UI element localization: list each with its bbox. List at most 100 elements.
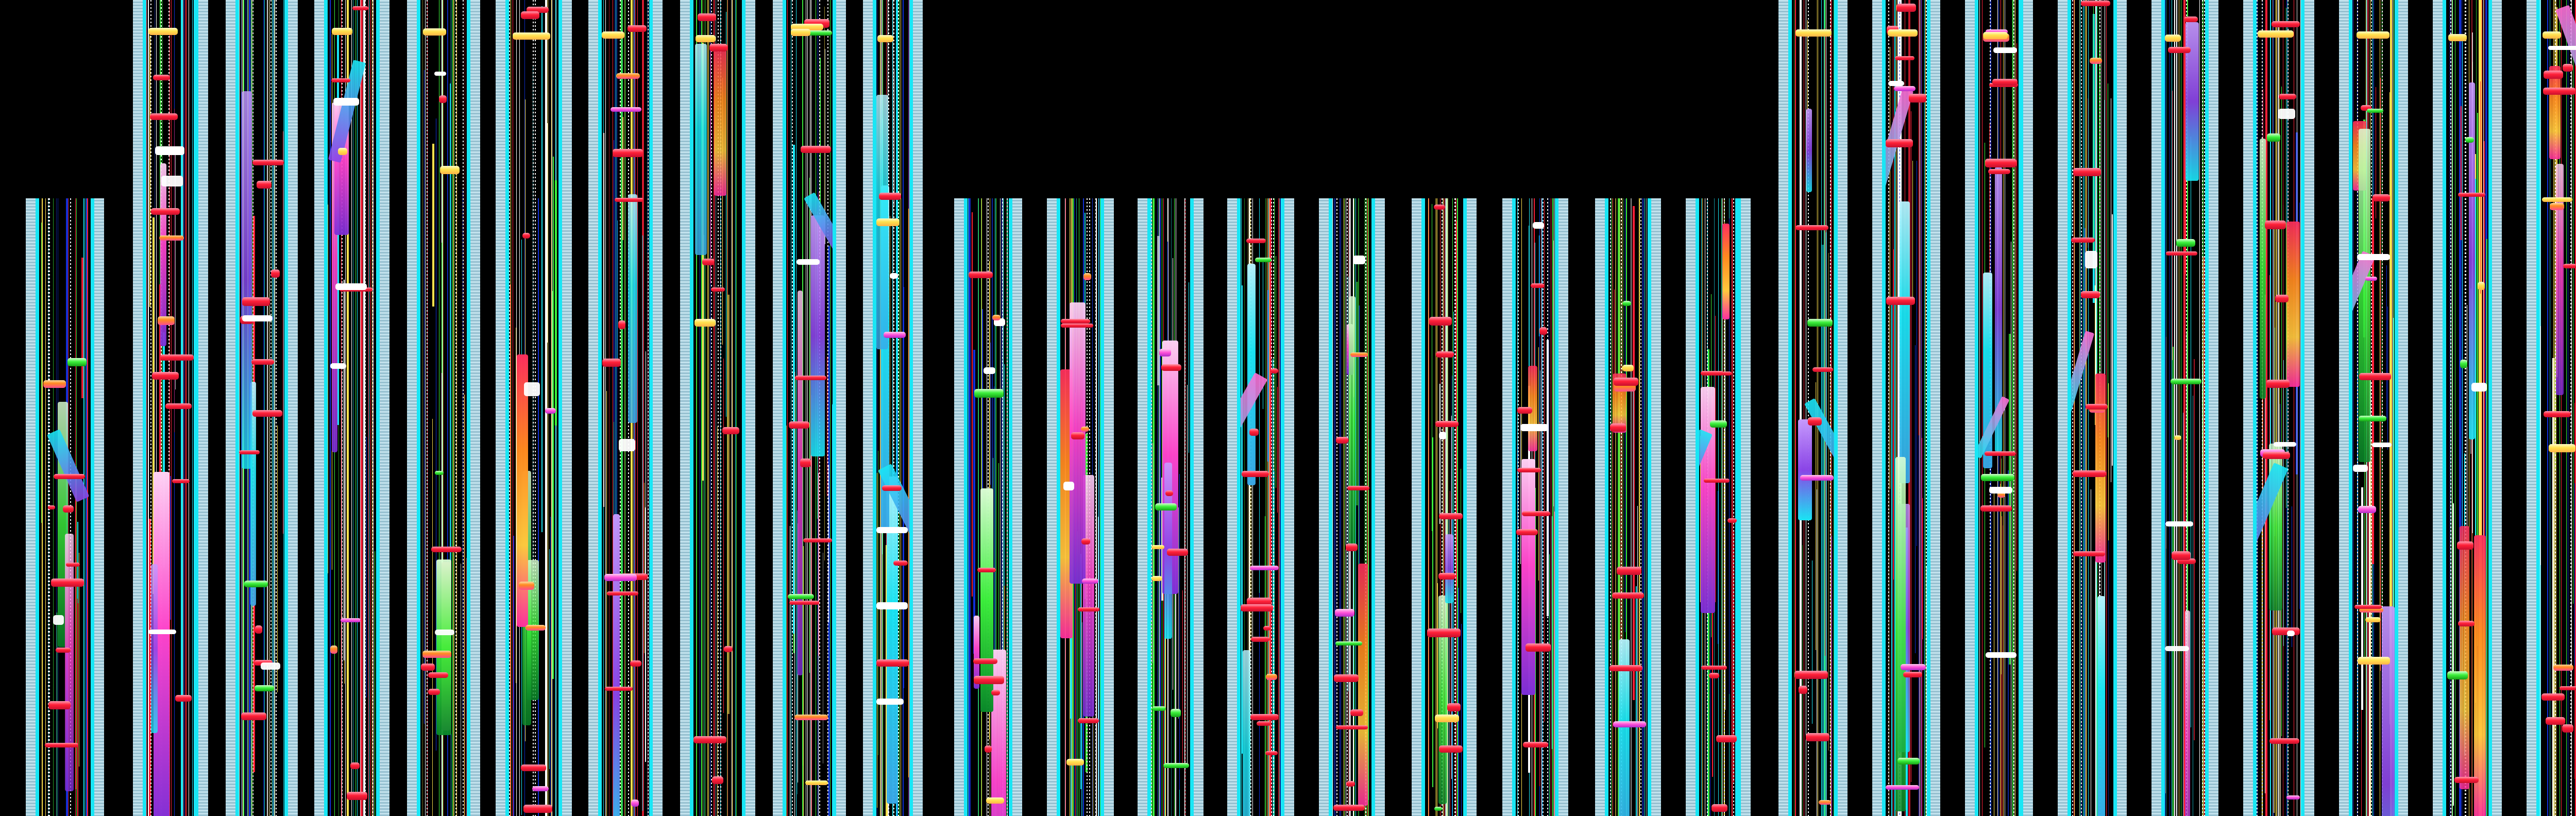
band-17-smear xyxy=(1521,459,1535,695)
band-14 xyxy=(1227,198,1294,816)
band-28-vline xyxy=(2571,0,2572,816)
band-25-smear xyxy=(2260,139,2266,399)
band-02-blob xyxy=(151,208,180,215)
band-08-vline xyxy=(722,78,723,345)
band-13-right-edge xyxy=(1190,198,1204,816)
band-26-blob xyxy=(2353,465,2368,472)
band-26-blob xyxy=(2361,105,2371,111)
band-22-blob xyxy=(1992,79,2018,86)
band-24 xyxy=(2151,0,2218,816)
band-01-core xyxy=(39,198,91,816)
band-02-dashed-guide xyxy=(150,0,151,816)
band-21-vline xyxy=(1894,0,1895,816)
band-10-dashed-guide xyxy=(898,0,899,816)
band-04-vline xyxy=(357,0,358,816)
band-14-vline xyxy=(1269,198,1272,816)
band-07-vline xyxy=(603,133,604,507)
band-02-vline xyxy=(148,0,149,816)
band-03-blob xyxy=(252,160,284,165)
band-27-vline xyxy=(2460,106,2462,240)
band-05-blob xyxy=(440,166,460,174)
band-17-blob xyxy=(1531,283,1545,288)
band-08-header-bar xyxy=(696,35,716,42)
band-03-blob xyxy=(244,581,268,587)
band-11-dashed-guide xyxy=(1007,198,1008,816)
band-16-blob xyxy=(1439,745,1463,753)
band-03-white-block xyxy=(261,662,280,670)
band-15-dashed-guide xyxy=(1336,198,1337,816)
band-05-blob xyxy=(422,651,451,658)
band-01-vline xyxy=(45,198,46,816)
band-04-vline xyxy=(344,280,345,660)
band-20-vline xyxy=(1825,232,1827,816)
band-27-blob xyxy=(2465,137,2474,143)
band-28-blob xyxy=(2563,264,2576,268)
band-03-vline xyxy=(269,0,270,816)
band-21-header-bar xyxy=(1888,29,1918,37)
band-01-smear xyxy=(65,534,74,791)
band-25 xyxy=(2243,0,2314,816)
band-22-blob xyxy=(1980,505,2012,512)
band-16-dashed-guide xyxy=(1455,198,1456,816)
band-02-blob xyxy=(153,75,170,80)
band-09-blob xyxy=(805,780,828,785)
band-19-blob xyxy=(1716,735,1737,742)
band-23-blob xyxy=(2071,237,2095,243)
band-08-right-edge xyxy=(742,0,755,816)
band-09-vline xyxy=(802,0,803,816)
band-28-left-edge xyxy=(2527,0,2540,816)
band-22-vline xyxy=(2001,458,2002,674)
band-27-dashed-guide xyxy=(2465,0,2466,816)
band-21-blob xyxy=(1886,785,1919,790)
band-27-blob xyxy=(2457,541,2473,550)
band-26-dashed-guide xyxy=(2371,0,2372,816)
band-18-dashed-guide xyxy=(1610,198,1611,816)
band-09-blob xyxy=(803,538,832,542)
band-05-blob xyxy=(431,547,462,552)
band-24-smear xyxy=(2185,22,2199,181)
band-25-vline xyxy=(2273,0,2274,816)
band-08-blob xyxy=(694,319,716,327)
band-25-blob xyxy=(2286,795,2300,800)
band-23 xyxy=(2058,0,2127,816)
band-04-blob xyxy=(347,792,367,800)
band-13-core xyxy=(1151,198,1190,816)
band-26-blob xyxy=(2365,617,2381,622)
band-16-core xyxy=(1425,198,1463,816)
band-09-vline xyxy=(809,178,810,673)
band-21-vline xyxy=(1921,0,1922,816)
band-05-blob xyxy=(428,689,440,695)
band-19-vline xyxy=(1732,198,1733,816)
band-20-blob xyxy=(1812,367,1833,372)
band-03-vline xyxy=(263,0,264,816)
band-04-vline xyxy=(355,0,356,816)
band-08-vline xyxy=(736,0,737,816)
band-03-blob xyxy=(271,269,280,278)
band-02-blob xyxy=(159,235,184,241)
band-05-white-block xyxy=(435,630,454,635)
band-19-blob xyxy=(1701,666,1727,670)
band-25-blob xyxy=(2279,94,2296,99)
band-04 xyxy=(314,0,389,816)
band-14-vline xyxy=(1241,198,1242,816)
band-19-blob xyxy=(1722,371,1732,376)
band-14-dashed-guide xyxy=(1250,198,1251,816)
band-09 xyxy=(773,0,846,816)
band-25-white-block xyxy=(2278,109,2295,119)
band-22-blob xyxy=(1988,169,2010,174)
band-25-dashed-guide xyxy=(2257,0,2258,816)
band-04-vline xyxy=(345,0,346,816)
band-20-right-edge xyxy=(1834,0,1848,816)
band-04-vline xyxy=(351,0,352,816)
band-16-blob xyxy=(1435,715,1459,722)
band-05-vline xyxy=(425,0,426,816)
band-22-header-bar xyxy=(1983,32,2008,39)
band-16-vline xyxy=(1452,198,1453,816)
band-28-vline xyxy=(2566,0,2567,816)
band-24-blob xyxy=(2177,558,2196,564)
band-16-blob xyxy=(1436,351,1454,358)
band-05-blob xyxy=(421,664,435,671)
band-13-vline xyxy=(1187,385,1188,766)
band-13-blob xyxy=(1163,763,1189,768)
band-01-blob xyxy=(45,743,78,747)
